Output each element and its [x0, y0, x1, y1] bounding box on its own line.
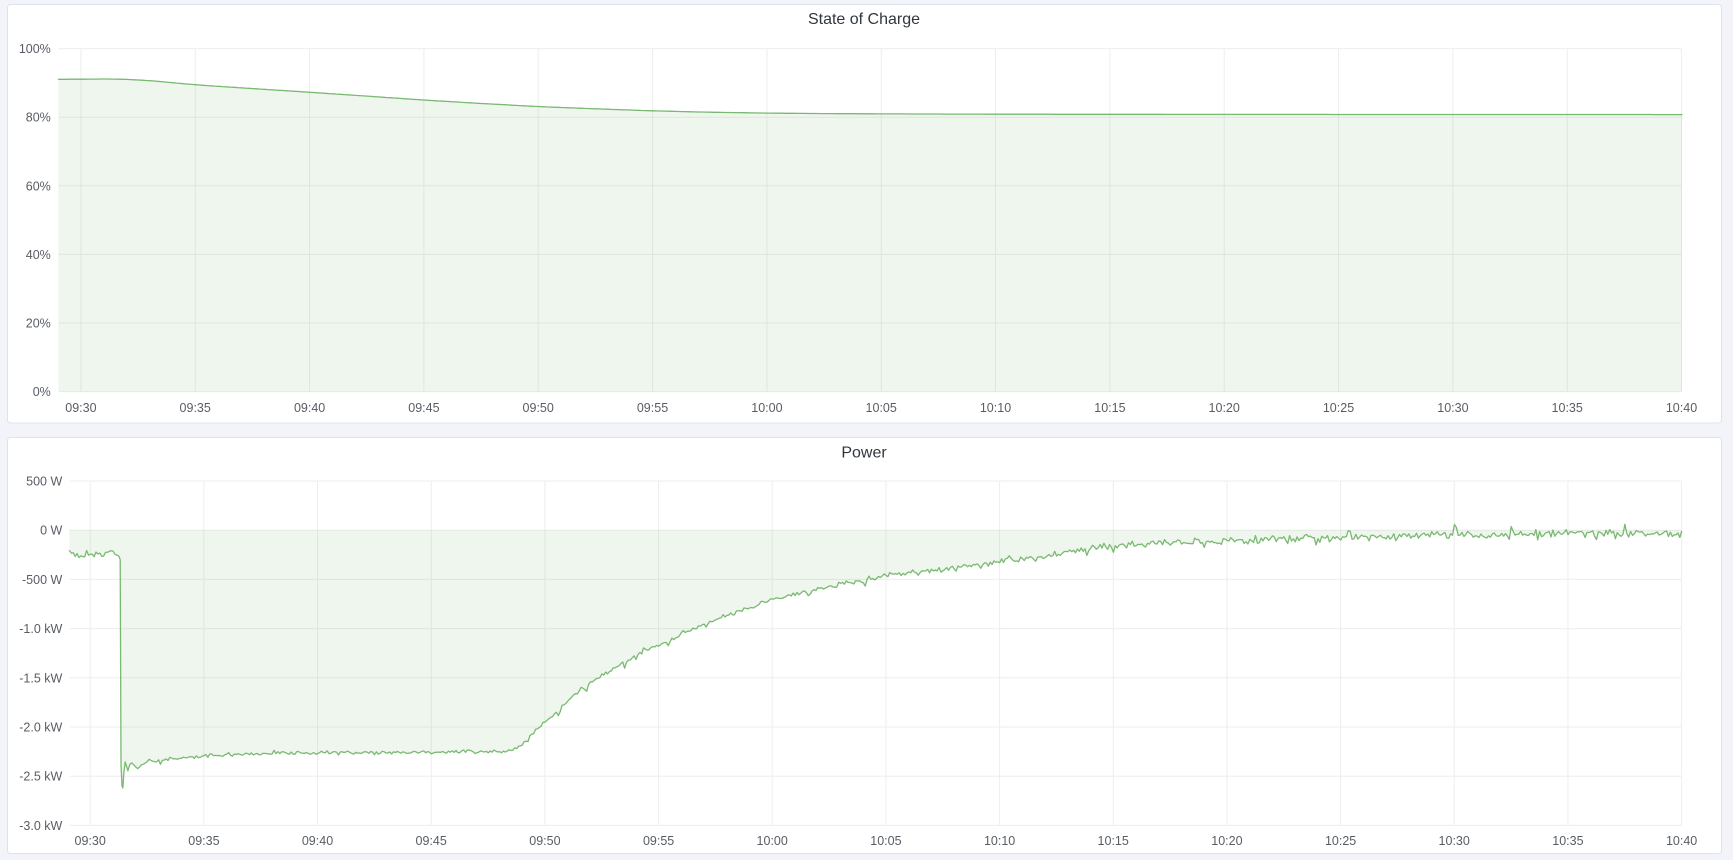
svg-text:10:40: 10:40	[1666, 401, 1697, 415]
svg-text:-2.5 kW: -2.5 kW	[19, 770, 62, 784]
svg-text:09:50: 09:50	[529, 834, 560, 848]
svg-text:09:35: 09:35	[180, 401, 211, 415]
svg-text:10:40: 10:40	[1666, 834, 1697, 848]
svg-text:10:00: 10:00	[751, 401, 782, 415]
svg-text:09:45: 09:45	[416, 834, 447, 848]
svg-text:10:10: 10:10	[984, 834, 1015, 848]
svg-text:100%: 100%	[19, 42, 51, 56]
svg-text:-1.0 kW: -1.0 kW	[19, 622, 62, 636]
svg-text:09:30: 09:30	[75, 834, 106, 848]
svg-text:10:15: 10:15	[1098, 834, 1129, 848]
svg-text:-2.0 kW: -2.0 kW	[19, 721, 62, 735]
svg-text:09:30: 09:30	[65, 401, 96, 415]
svg-text:10:05: 10:05	[866, 401, 897, 415]
svg-text:80%: 80%	[26, 111, 51, 125]
svg-text:10:10: 10:10	[980, 401, 1011, 415]
svg-text:09:35: 09:35	[188, 834, 219, 848]
svg-text:20%: 20%	[26, 317, 51, 331]
svg-text:-500 W: -500 W	[22, 573, 62, 587]
svg-text:10:05: 10:05	[870, 834, 901, 848]
svg-text:10:15: 10:15	[1094, 401, 1125, 415]
svg-text:09:40: 09:40	[294, 401, 325, 415]
svg-text:500 W: 500 W	[26, 475, 62, 489]
svg-text:0 W: 0 W	[40, 524, 62, 538]
svg-text:10:30: 10:30	[1437, 401, 1468, 415]
svg-text:10:25: 10:25	[1323, 401, 1354, 415]
svg-text:09:55: 09:55	[637, 401, 668, 415]
svg-text:State of Charge: State of Charge	[808, 11, 920, 28]
svg-text:10:20: 10:20	[1209, 401, 1240, 415]
svg-text:-1.5 kW: -1.5 kW	[19, 671, 62, 685]
svg-text:09:55: 09:55	[643, 834, 674, 848]
svg-text:60%: 60%	[26, 179, 51, 193]
svg-text:10:20: 10:20	[1211, 834, 1242, 848]
svg-text:0%: 0%	[33, 385, 51, 399]
svg-text:09:40: 09:40	[302, 834, 333, 848]
svg-text:10:35: 10:35	[1552, 834, 1583, 848]
svg-text:10:25: 10:25	[1325, 834, 1356, 848]
svg-text:-3.0 kW: -3.0 kW	[19, 819, 62, 833]
svg-text:40%: 40%	[26, 248, 51, 262]
svg-text:09:45: 09:45	[408, 401, 439, 415]
svg-text:Power: Power	[841, 445, 887, 462]
svg-text:09:50: 09:50	[523, 401, 554, 415]
svg-text:10:30: 10:30	[1439, 834, 1470, 848]
svg-text:10:35: 10:35	[1552, 401, 1583, 415]
svg-text:10:00: 10:00	[757, 834, 788, 848]
